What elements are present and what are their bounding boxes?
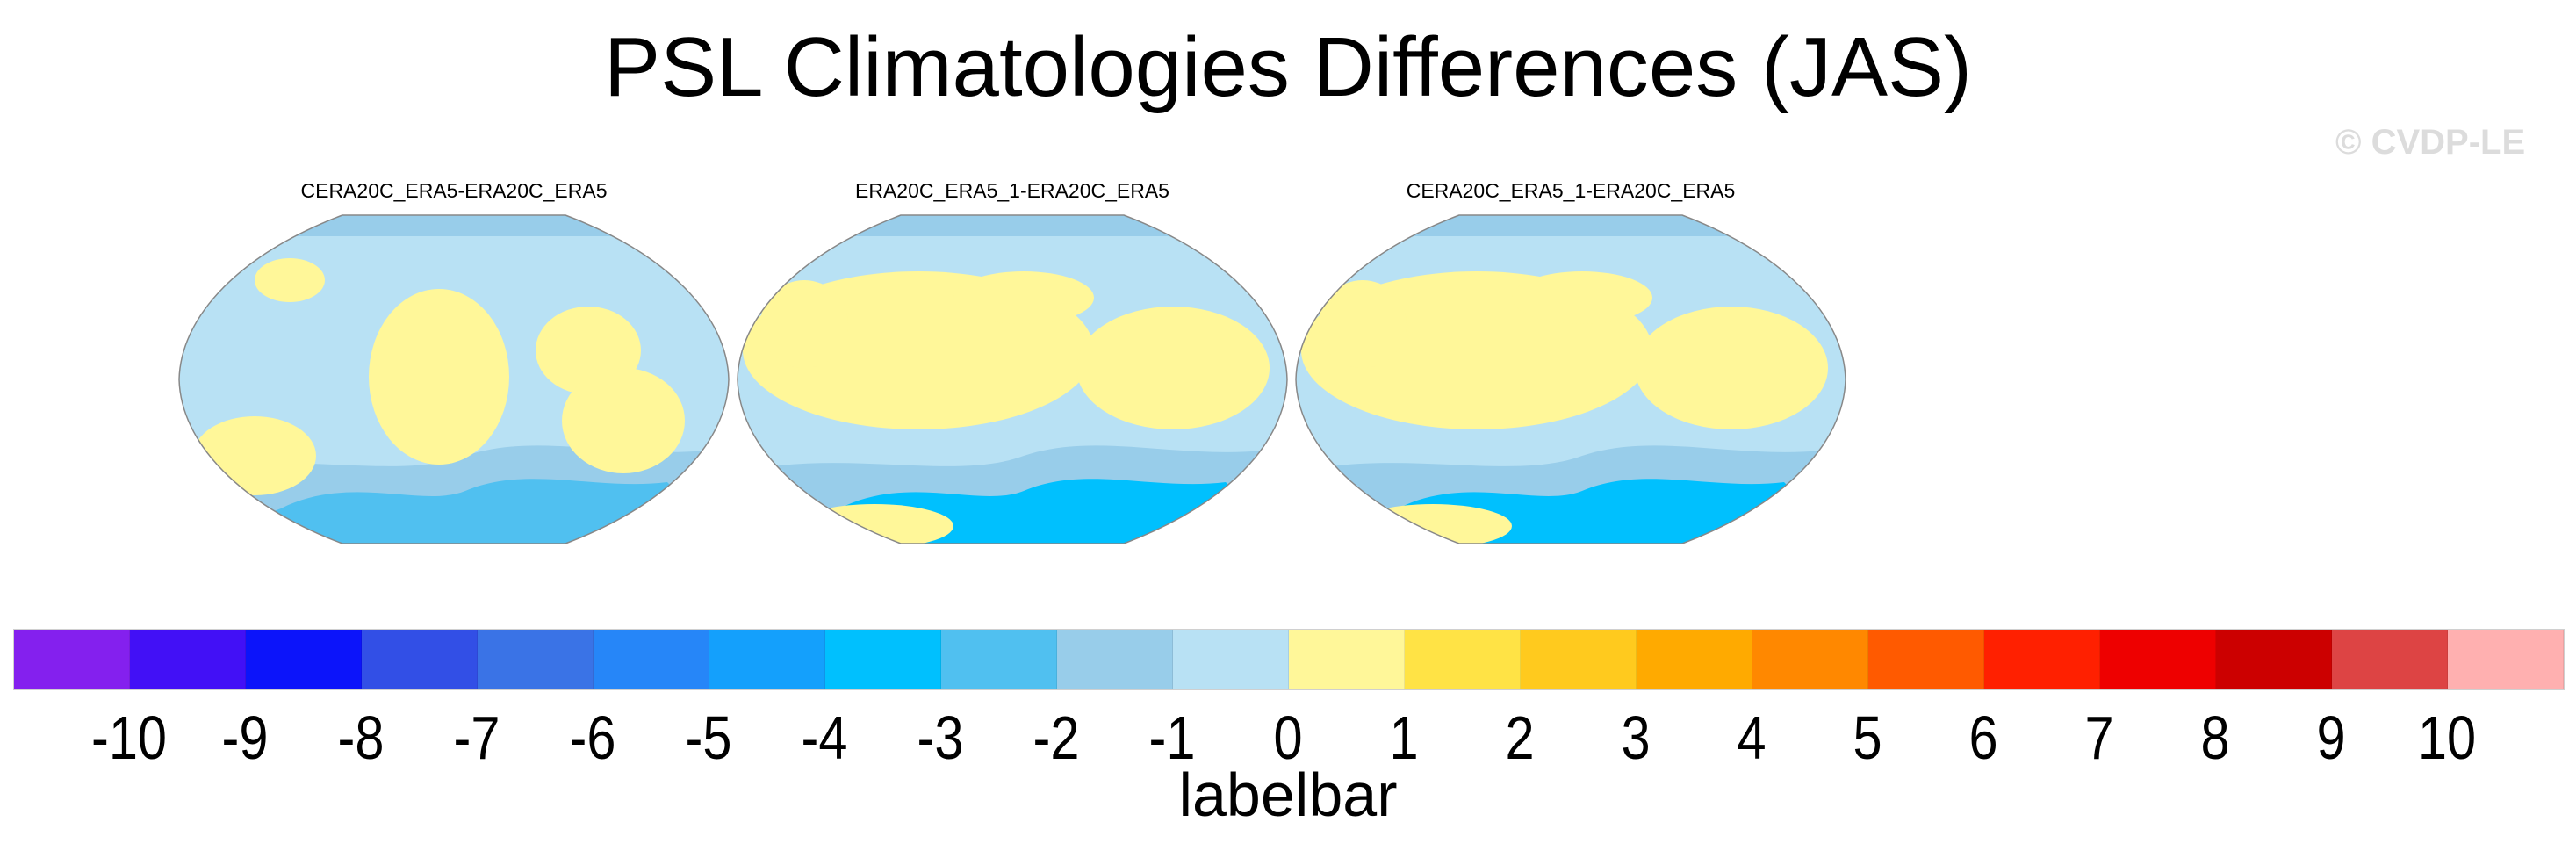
field-positive-region [1319, 280, 1407, 368]
colorbar-box [594, 630, 709, 689]
colorbar-box [130, 630, 246, 689]
map-plot [1295, 214, 1846, 544]
colorbar-tick-label: -10 [91, 703, 167, 772]
map-field [738, 215, 1287, 544]
field-positive-region [1512, 271, 1652, 324]
colorbar-tick-label: 6 [1968, 703, 1998, 772]
map-outline [1295, 214, 1846, 544]
colorbar-box [246, 630, 362, 689]
field-positive-region [1076, 307, 1270, 429]
panel-title: CERA20C_ERA5-ERA20C_ERA5 [300, 179, 608, 202]
colorbar-box [14, 630, 130, 689]
map-panel-2: ERA20C_ERA5_1-ERA20C_ERA5 [734, 180, 1291, 549]
field-positive-region [369, 289, 509, 465]
field-positive-region [562, 368, 685, 473]
colorbar-box [478, 630, 594, 689]
colorbar-tick-label: -8 [337, 703, 385, 772]
colorbar-box [2448, 630, 2564, 689]
colorbar-box [1637, 630, 1752, 689]
field-band-north [179, 215, 729, 236]
panel-title: ERA20C_ERA5_1-ERA20C_ERA5 [855, 179, 1169, 202]
map-outline [178, 214, 730, 544]
colorbar-tick-label: -6 [569, 703, 616, 772]
colorbar-tick-label: 7 [2084, 703, 2114, 772]
field-band-north [738, 215, 1287, 236]
colorbar-box [1057, 630, 1173, 689]
colorbar-tick-label: 2 [1505, 703, 1535, 772]
map-plot [737, 214, 1288, 544]
field-positive-region [795, 504, 953, 544]
colorbar-box [2216, 630, 2332, 689]
map-outline [737, 214, 1288, 544]
field-positive-region [1635, 307, 1828, 429]
map-plot [178, 214, 730, 544]
colorbar-box [2332, 630, 2448, 689]
colorbar-tick-label: -1 [1148, 703, 1196, 772]
colorbar-box [1984, 630, 2100, 689]
map-field [179, 215, 729, 544]
colorbar-box [825, 630, 941, 689]
colorbar-tick-label: -9 [221, 703, 269, 772]
colorbar-tick-label: -2 [1033, 703, 1080, 772]
colorbar-tick-label: 10 [2417, 703, 2477, 772]
map-field [1296, 215, 1846, 544]
colorbar-box [362, 630, 478, 689]
field-positive-region [193, 416, 316, 495]
field-band-north [1296, 215, 1846, 236]
colorbar [13, 629, 2565, 690]
map-panel-1: CERA20C_ERA5-ERA20C_ERA5 [176, 180, 732, 549]
field-band-south-2 [179, 479, 729, 544]
field-positive-region [255, 258, 325, 302]
colorbar-tick-label: -5 [685, 703, 732, 772]
colorbar-box [2100, 630, 2216, 689]
colorbar-box [1521, 630, 1637, 689]
credit-watermark: © CVDP-LE [2335, 123, 2526, 162]
colorbar-box [1405, 630, 1521, 689]
field-positive-region [953, 271, 1094, 324]
colorbar-tick-label: 1 [1389, 703, 1419, 772]
figure-title: PSL Climatologies Differences (JAS) [604, 20, 1972, 114]
colorbar-label: labelbar [1178, 761, 1398, 829]
colorbar-tick-label: 8 [2200, 703, 2230, 772]
map-panel-3: CERA20C_ERA5_1-ERA20C_ERA5 [1292, 180, 1849, 549]
colorbar-tick-label: 5 [1853, 703, 1882, 772]
colorbar-box [1752, 630, 1868, 689]
colorbar-tick-label: 3 [1621, 703, 1651, 772]
colorbar-box [1289, 630, 1405, 689]
colorbar-box [941, 630, 1057, 689]
colorbar-box [1868, 630, 1984, 689]
colorbar-tick-label: 9 [2316, 703, 2346, 772]
colorbar-box [709, 630, 825, 689]
colorbar-tick-label: 0 [1273, 703, 1303, 772]
colorbar-box [1173, 630, 1289, 689]
colorbar-tick-label: -7 [453, 703, 500, 772]
colorbar-tick-label: -3 [917, 703, 964, 772]
colorbar-tick-label: -4 [801, 703, 848, 772]
field-positive-region [1354, 504, 1512, 544]
panel-title: CERA20C_ERA5_1-ERA20C_ERA5 [1406, 179, 1736, 202]
colorbar-tick-label: 4 [1737, 703, 1767, 772]
field-positive-region [760, 280, 848, 368]
